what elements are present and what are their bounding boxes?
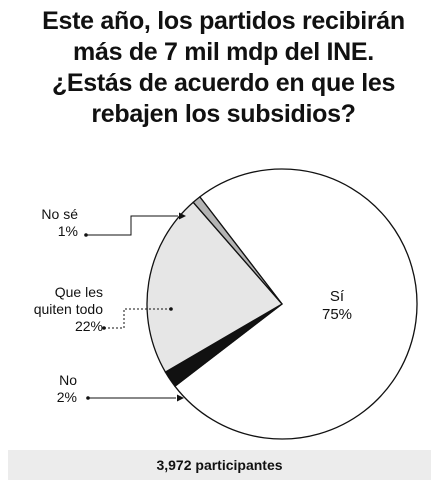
title-line: ¿Estás de acuerdo en que les [51,69,396,97]
pie-slices [146,168,418,440]
no-se-arrow-icon [179,212,186,220]
leader-lines [84,212,186,402]
quiten-leader-line [104,308,170,329]
chart-title: Este año, los partidos recibirán más de … [12,6,435,130]
label-si: Sí 75% [322,288,352,323]
no-arrow-icon [177,394,184,402]
pie-slice-no-se [192,196,283,305]
title-line: Este año, los partidos recibirán [42,7,405,35]
participants-footer: 3,972 participantes [8,450,431,480]
quiten-leader-end-dot [169,307,173,311]
slice-labels: Sí 75% No sé 1% Que les quiten todo 22% No 2% [34,206,352,405]
title-line: rebajen los subsidios? [91,100,356,128]
label-quiten-todo: Que les quiten todo 22% [34,284,103,334]
no-se-leader-line [86,215,178,236]
label-no-se: No sé 1% [41,206,78,239]
pie-slice-si [174,168,418,440]
title-line: más de 7 mil mdp del INE. [73,38,374,66]
label-no: No 2% [57,372,77,405]
